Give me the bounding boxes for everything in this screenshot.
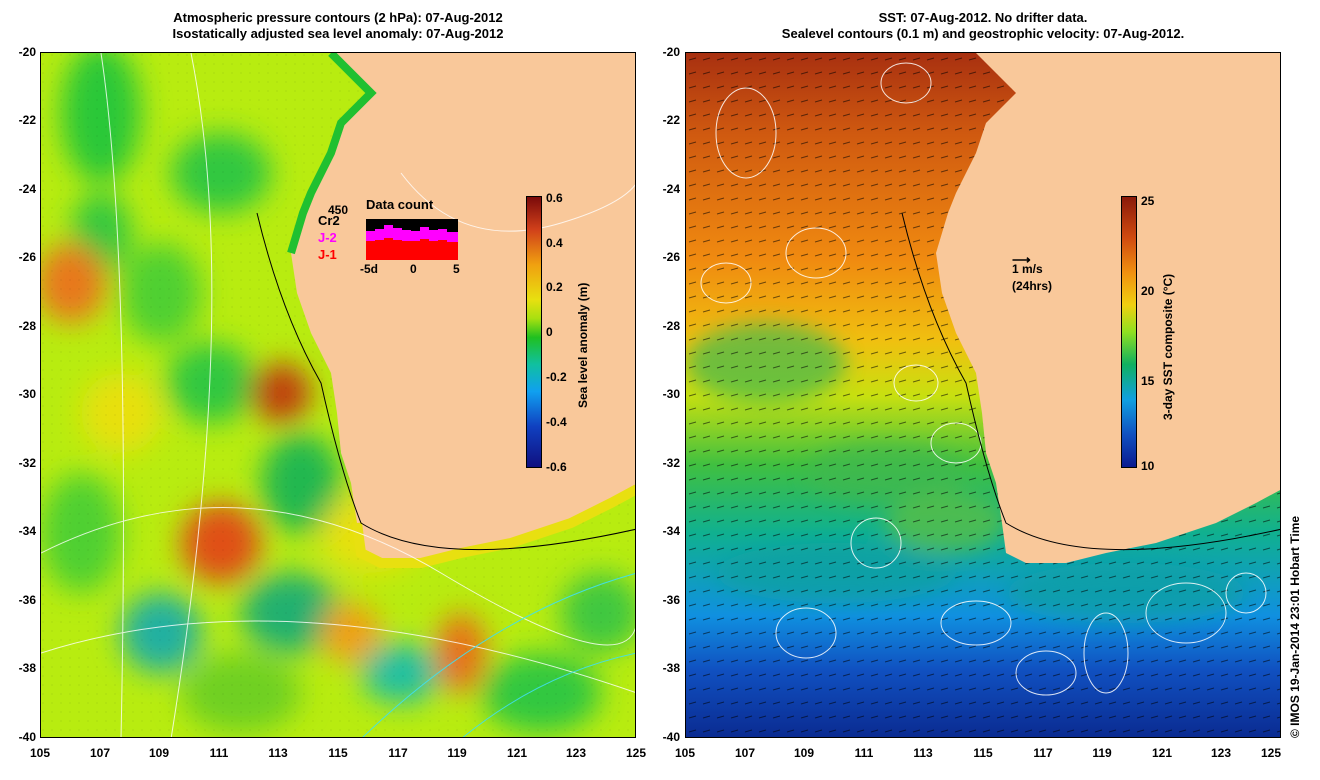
australia-landmass	[936, 53, 1280, 563]
lat-tick: -26	[18, 250, 36, 264]
lat-tick: -20	[18, 45, 36, 59]
lon-tick: 117	[388, 746, 408, 760]
lon-tick: 107	[734, 746, 756, 760]
lon-tick: 113	[268, 746, 288, 760]
lat-tick: -36	[18, 593, 36, 607]
data-count-bars	[366, 219, 458, 260]
left-map-panel	[40, 52, 636, 738]
series-label-j2: J-2	[318, 230, 337, 245]
data-count-x-tick: 0	[410, 262, 417, 276]
lon-tick: 123	[1210, 746, 1232, 760]
lon-tick: 117	[1033, 746, 1053, 760]
lon-tick: 119	[1092, 746, 1112, 760]
sea-level-colorbar	[526, 196, 542, 468]
lon-tick: 105	[29, 746, 51, 760]
lat-tick: -30	[18, 387, 36, 401]
lon-tick: 123	[565, 746, 587, 760]
data-count-x-tick: -5d	[360, 262, 378, 276]
velocity-key-duration: (24hrs)	[1012, 279, 1053, 293]
sst-colorbar	[1121, 196, 1137, 468]
colorbar-tick: 0	[546, 325, 553, 339]
lon-tick: 111	[854, 746, 874, 760]
lat-tick: -32	[662, 456, 680, 470]
right-map-panel	[685, 52, 1281, 738]
lat-tick: -26	[662, 250, 680, 264]
colorbar-tick: -0.6	[546, 460, 567, 474]
lon-tick: 113	[913, 746, 933, 760]
lat-tick: -32	[18, 456, 36, 470]
series-label-cr2: Cr2	[318, 213, 340, 228]
right-title-line2: Sealevel contours (0.1 m) and geostrophi…	[781, 26, 1185, 41]
sea-level-anomaly-map	[41, 53, 635, 737]
colorbar-tick: 20	[1141, 284, 1155, 298]
colorbar-tick: 25	[1141, 194, 1155, 208]
lon-tick: 125	[1260, 746, 1282, 760]
series-label-j1: J-1	[318, 247, 337, 262]
lon-tick: 121	[1151, 746, 1173, 760]
lon-tick: 125	[625, 746, 647, 760]
velocity-key-arrow-icon: ⟶	[1012, 252, 1031, 267]
sea-level-colorbar-title: Sea level anomaly (m)	[576, 282, 590, 408]
left-title-line1: Atmospheric pressure contours (2 hPa): 0…	[173, 10, 503, 25]
lat-tick: -34	[662, 524, 680, 538]
lon-tick: 109	[793, 746, 815, 760]
lat-tick: -36	[662, 593, 680, 607]
data-count-max-label: 450	[327, 203, 348, 217]
data-count-x-tick: 5	[453, 262, 460, 276]
colorbar-tick: -0.4	[546, 415, 567, 429]
colorbar-tick: 10	[1141, 459, 1155, 473]
lon-tick: 109	[148, 746, 170, 760]
velocity-key-speed: 1 m/s	[1012, 262, 1043, 276]
lat-tick: -34	[18, 524, 36, 538]
sst-map	[686, 53, 1280, 737]
lon-tick: 107	[89, 746, 111, 760]
lat-tick: -38	[662, 661, 680, 675]
data-count-title: Data count	[366, 197, 434, 212]
lon-tick: 115	[328, 746, 348, 760]
right-title-line1: SST: 07-Aug-2012. No drifter data.	[878, 10, 1088, 25]
lon-tick: 121	[506, 746, 528, 760]
australia-landmass	[291, 53, 635, 563]
lon-tick: 115	[973, 746, 993, 760]
colorbar-tick: 0.6	[546, 191, 563, 205]
lat-tick: -24	[18, 182, 36, 196]
lat-tick: -28	[18, 319, 36, 333]
sst-colorbar-title: 3-day SST composite (°C)	[1161, 273, 1175, 420]
imos-credit: © IMOS 19-Jan-2014 23:01 Hobart Time	[1288, 515, 1302, 738]
lat-tick: -40	[662, 730, 680, 744]
lat-tick: -24	[662, 182, 680, 196]
colorbar-tick: 0.2	[546, 280, 563, 294]
left-title-line2: Isostatically adjusted sea level anomaly…	[172, 26, 504, 41]
lon-tick: 119	[447, 746, 467, 760]
lat-tick: -40	[18, 730, 36, 744]
lat-tick: -22	[662, 113, 680, 127]
lon-tick: 111	[209, 746, 229, 760]
lon-tick: 105	[674, 746, 696, 760]
lat-tick: -20	[662, 45, 680, 59]
lat-tick: -38	[18, 661, 36, 675]
colorbar-tick: 15	[1141, 374, 1155, 388]
lat-tick: -30	[662, 387, 680, 401]
lat-tick: -28	[662, 319, 680, 333]
colorbar-tick: -0.2	[546, 370, 567, 384]
lat-tick: -22	[18, 113, 36, 127]
colorbar-tick: 0.4	[546, 236, 563, 250]
